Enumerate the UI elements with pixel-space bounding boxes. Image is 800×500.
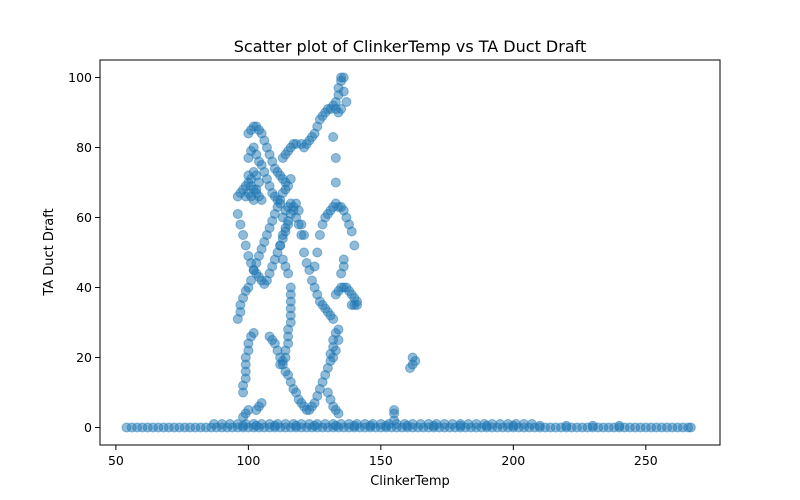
- x-tick-label-50: 50: [108, 453, 124, 468]
- data-point-314: [293, 205, 304, 216]
- data-point-316: [299, 230, 310, 240]
- data-point-161: [481, 420, 492, 431]
- data-point-283: [341, 97, 352, 107]
- data-point-348: [238, 412, 249, 422]
- data-point-166: [614, 420, 625, 431]
- data-point-342: [248, 328, 259, 338]
- data-point-151: [269, 420, 280, 431]
- data-point-157: [381, 420, 392, 431]
- data-point-192: [240, 240, 251, 251]
- data-point-307: [275, 240, 286, 251]
- data-point-380: [328, 352, 339, 363]
- data-points: [121, 72, 696, 433]
- data-point-377: [333, 324, 344, 335]
- data-point-419: [328, 132, 339, 142]
- data-point-282: [338, 86, 349, 97]
- data-point-222: [248, 195, 259, 205]
- data-point-150: [251, 420, 262, 431]
- data-point-159: [428, 420, 439, 431]
- data-point-228: [243, 170, 254, 181]
- data-point-378: [333, 335, 344, 345]
- plot-frame: [99, 59, 721, 446]
- data-point-165: [587, 420, 598, 431]
- data-point-286: [330, 104, 341, 114]
- data-point-163: [534, 420, 545, 431]
- data-point-107: [685, 422, 696, 433]
- data-point-164: [561, 420, 572, 431]
- data-point-387: [312, 247, 323, 258]
- data-point-153: [309, 420, 320, 431]
- data-point-158: [402, 420, 413, 431]
- data-point-162: [508, 420, 519, 431]
- chart-title: Scatter plot of ClinkerTemp vs TA Duct D…: [234, 37, 587, 56]
- x-tick-label-250: 250: [634, 453, 658, 468]
- data-point-417: [330, 153, 341, 163]
- y-axis-label: TA Duct Draft: [42, 208, 57, 296]
- data-point-160: [455, 420, 466, 431]
- data-point-385: [333, 408, 344, 419]
- data-point-404: [336, 268, 347, 279]
- data-point-416: [346, 300, 357, 310]
- data-point-306: [328, 314, 339, 324]
- y-tick-label-60: 60: [76, 210, 92, 225]
- data-point-189: [232, 209, 243, 219]
- data-point-319: [283, 268, 294, 279]
- x-tick-label-200: 200: [501, 453, 525, 468]
- y-tick-label-100: 100: [68, 70, 92, 85]
- data-point-149: [238, 420, 249, 431]
- data-point-154: [330, 420, 341, 431]
- data-point-190: [235, 219, 246, 230]
- data-point-422: [389, 415, 400, 426]
- data-point-345: [256, 398, 267, 408]
- data-point-155: [349, 420, 360, 431]
- axis-ticks: 50 100 150 200 250 0 20 40 60 80 100: [68, 70, 658, 468]
- x-tick-label-150: 150: [369, 453, 393, 468]
- y-tick-label-80: 80: [76, 140, 92, 155]
- data-point-400: [346, 226, 357, 237]
- y-tick-label-20: 20: [76, 350, 92, 365]
- data-point-426: [410, 356, 421, 366]
- x-tick-label-100: 100: [236, 453, 260, 468]
- data-point-386: [309, 261, 320, 272]
- y-tick-label-40: 40: [76, 280, 92, 295]
- data-point-243: [280, 177, 291, 188]
- data-point-401: [349, 240, 360, 251]
- y-tick-label-0: 0: [84, 420, 92, 435]
- data-point-191: [238, 230, 249, 240]
- data-point-281: [338, 72, 349, 83]
- data-point-315: [296, 219, 307, 230]
- data-point-156: [365, 420, 376, 431]
- x-axis-label: ClinkerTemp: [370, 474, 450, 489]
- data-point-388: [314, 230, 325, 240]
- data-point-152: [291, 420, 302, 431]
- data-point-295: [299, 247, 310, 258]
- data-point-418: [330, 177, 341, 188]
